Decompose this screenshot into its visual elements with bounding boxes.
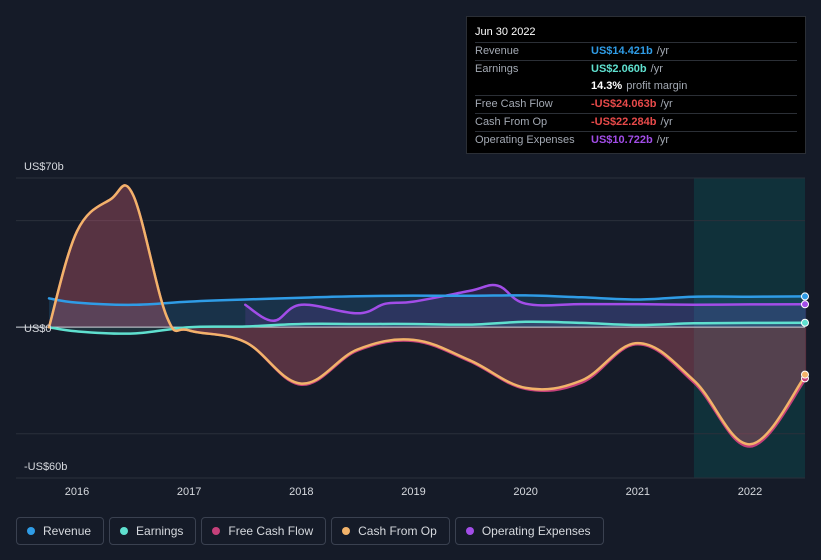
tooltip-row: Cash From Op -US$22.284b/yr xyxy=(475,113,797,131)
x-tick-label: 2018 xyxy=(289,486,313,498)
series-end-markers xyxy=(801,292,809,383)
tooltip-row-unit: profit margin xyxy=(626,80,688,92)
legend-item-operating-expenses[interactable]: Operating Expenses xyxy=(454,517,604,545)
legend-dot-icon xyxy=(342,527,351,535)
line-operating-expenses xyxy=(244,283,808,323)
tooltip-row-unit: /yr xyxy=(656,45,669,57)
legend-item-revenue[interactable]: Revenue xyxy=(16,517,105,545)
legend-item-free-cash-flow[interactable]: Free Cash Flow xyxy=(201,517,327,545)
tooltip-row-label: Free Cash Flow xyxy=(475,98,553,110)
tooltip-row-unit: /yr xyxy=(660,116,673,128)
tooltip-row-value: -US$22.284b xyxy=(591,116,657,128)
x-tick-label: 2017 xyxy=(177,486,201,498)
legend-label: Operating Expenses xyxy=(481,524,591,538)
tooltip-row-label: Cash From Op xyxy=(475,116,548,128)
tooltip-row: 14.3% profit margin xyxy=(475,78,797,95)
line-cash-from-op xyxy=(47,184,808,446)
tooltip-row-unit: /yr xyxy=(660,98,673,110)
tooltip-panel: Jun 30 2022 Revenue US$14.421b/yr Earnings… xyxy=(466,16,806,154)
x-tick-label: 2020 xyxy=(513,486,537,498)
tooltip-row-value: 14.3% xyxy=(591,80,623,92)
end-marker-cash-from-op xyxy=(801,370,809,379)
legend-item-earnings[interactable]: Earnings xyxy=(109,517,197,545)
tooltip-rows: Revenue US$14.421b/yr Earnings US$2.060b/yr… xyxy=(475,42,797,149)
y-tick-label: US$0 xyxy=(24,323,52,335)
series-areas xyxy=(49,185,807,447)
tooltip-row: Earnings US$2.060b/yr xyxy=(475,60,797,78)
legend-label: Revenue xyxy=(43,524,92,538)
x-tick-label: 2022 xyxy=(738,486,762,498)
legend-label: Cash From Op xyxy=(358,524,437,538)
tooltip-row-value: US$2.060b xyxy=(591,63,647,75)
end-marker-revenue xyxy=(801,292,809,301)
area-operating-expenses xyxy=(245,284,807,328)
legend-dot-icon xyxy=(212,527,221,535)
legend-dot-icon xyxy=(120,527,129,535)
x-tick-label: 2016 xyxy=(65,486,89,498)
tooltip-row-label: Earnings xyxy=(475,63,519,75)
tooltip-row-label: Operating Expenses xyxy=(475,134,575,146)
x-tick-label: 2019 xyxy=(401,486,425,498)
area-free-cash-flow xyxy=(49,185,807,447)
tooltip-row: Free Cash Flow -US$24.063b/yr xyxy=(475,95,797,113)
tooltip-row-value: US$10.722b xyxy=(591,134,653,146)
legend-item-cash-from-op[interactable]: Cash From Op xyxy=(331,517,450,545)
series-lines xyxy=(47,184,808,448)
end-marker-earnings xyxy=(801,318,809,327)
y-tick-label: US$70b xyxy=(24,161,64,173)
tooltip-date: Jun 30 2022 xyxy=(475,26,536,38)
y-tick-label: -US$60b xyxy=(24,461,67,473)
legend-dot-icon xyxy=(27,527,35,535)
tooltip-row-value: -US$24.063b xyxy=(591,98,657,110)
area-cash-from-op xyxy=(49,185,807,445)
y-axis-labels: US$70b US$0 -US$60b xyxy=(24,161,67,473)
line-earnings xyxy=(47,320,808,335)
tooltip-row-unit: /yr xyxy=(656,134,669,146)
legend-dot-icon xyxy=(465,527,474,535)
forecast-shade xyxy=(693,178,805,478)
tooltip-row: Operating Expenses US$10.722b/yr xyxy=(475,131,797,149)
line-revenue xyxy=(47,294,808,307)
x-tick-label: 2021 xyxy=(626,486,650,498)
tooltip-row-unit: /yr xyxy=(650,63,663,75)
legend-label: Free Cash Flow xyxy=(228,524,314,538)
tooltip-row-label: Revenue xyxy=(475,45,520,57)
legend-label: Earnings xyxy=(136,524,184,538)
end-marker-operating-expenses xyxy=(801,300,809,309)
tooltip-row-label xyxy=(475,78,591,95)
tooltip-row-value: US$14.421b xyxy=(591,45,653,57)
x-axis-labels: 2016 2017 2018 2019 2020 2021 2022 xyxy=(65,486,762,498)
legend: Revenue Earnings Free Cash Flow Cash From O… xyxy=(16,517,609,547)
tooltip-row: Revenue US$14.421b/yr xyxy=(475,42,797,60)
